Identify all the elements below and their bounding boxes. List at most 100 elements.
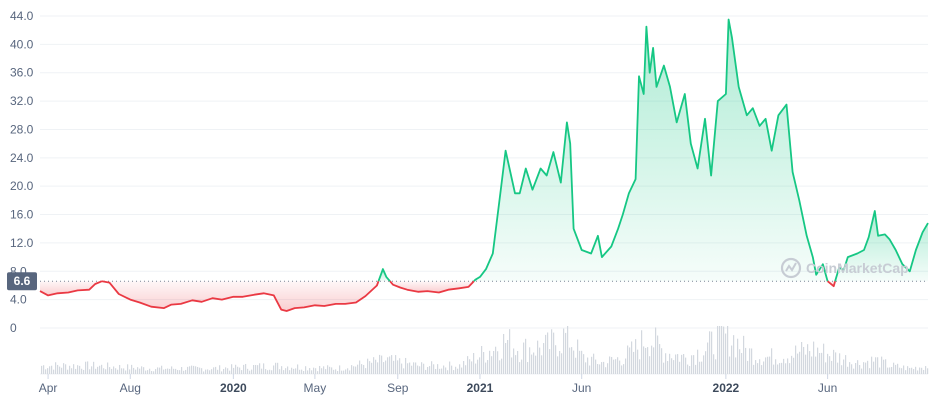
volume-bar xyxy=(847,366,849,374)
volume-bar xyxy=(375,359,377,374)
volume-bar xyxy=(659,344,661,374)
volume-bar xyxy=(663,362,665,374)
volume-bar xyxy=(211,369,213,374)
volume-bar xyxy=(479,357,481,374)
volume-bar xyxy=(637,349,639,374)
volume-bar xyxy=(457,368,459,374)
volume-bar xyxy=(197,366,199,374)
volume-bar xyxy=(365,368,367,374)
x-tick-label: Jun xyxy=(818,381,837,395)
volume-bar xyxy=(671,358,673,374)
volume-bar xyxy=(819,353,821,374)
volume-bar xyxy=(41,365,43,374)
volume-bar xyxy=(587,357,589,374)
volume-bar xyxy=(323,366,325,374)
volume-bar xyxy=(921,367,923,374)
volume-bar xyxy=(769,356,771,374)
volume-bar xyxy=(555,345,557,374)
volume-bar xyxy=(487,360,489,374)
y-tick-label: 28.0 xyxy=(10,122,34,136)
volume-bar xyxy=(455,366,457,374)
volume-bar xyxy=(481,346,483,374)
volume-bar xyxy=(863,362,865,374)
volume-bar xyxy=(853,368,855,374)
volume-bar xyxy=(111,368,113,374)
volume-bar xyxy=(311,370,313,374)
volume-bar xyxy=(97,366,99,374)
volume-bar xyxy=(789,363,791,374)
volume-bar xyxy=(181,367,183,374)
volume-bar xyxy=(697,349,699,374)
volume-bar xyxy=(771,348,773,374)
volume-bar xyxy=(273,365,275,374)
volume-bar xyxy=(437,364,439,374)
volume-bar xyxy=(203,371,205,374)
volume-bar xyxy=(609,356,611,374)
volume-bar xyxy=(441,368,443,374)
volume-bar xyxy=(731,345,733,374)
volume-bar xyxy=(799,351,801,374)
baseline-label: 6.6 xyxy=(14,274,31,288)
volume-bar xyxy=(729,356,731,374)
volume-bar xyxy=(377,362,379,374)
volume-bar xyxy=(787,358,789,374)
volume-bar xyxy=(745,347,747,374)
price-area xyxy=(40,19,928,311)
volume-bar xyxy=(869,368,871,374)
y-tick-label: 40.0 xyxy=(10,37,34,51)
baseline: 6.6 xyxy=(7,272,928,291)
volume-bar xyxy=(183,370,185,374)
volume-bar xyxy=(345,369,347,374)
y-tick-label: 32.0 xyxy=(10,94,34,108)
volume-bar xyxy=(719,326,721,374)
volume-bar xyxy=(825,362,827,374)
volume-bar xyxy=(791,355,793,374)
volume-bar xyxy=(737,338,739,374)
volume-bar xyxy=(851,364,853,374)
volume-bar xyxy=(803,346,805,374)
volume-bar xyxy=(781,362,783,374)
volume-bar xyxy=(355,366,357,374)
volume-bar xyxy=(557,356,559,374)
volume-bar xyxy=(749,348,751,374)
volume-bar xyxy=(335,369,337,374)
volume-bar xyxy=(603,361,605,374)
volume-bar xyxy=(163,369,165,374)
volume-bar xyxy=(683,354,685,374)
volume-bar xyxy=(293,368,295,374)
volume-bar xyxy=(527,362,529,374)
y-tick-label: 44.0 xyxy=(10,9,34,23)
volume-bar xyxy=(413,362,415,374)
volume-bar xyxy=(761,365,763,374)
volume-bar xyxy=(807,344,809,374)
volume-bar xyxy=(843,359,845,374)
volume-bar xyxy=(101,364,103,374)
volume-bar xyxy=(353,366,355,374)
volume-bar xyxy=(541,355,543,374)
volume-bar xyxy=(151,371,153,374)
volume-bar xyxy=(889,367,891,374)
volume-bar xyxy=(149,368,151,374)
volume-bar xyxy=(351,365,353,374)
x-tick-label: Apr xyxy=(39,381,58,395)
volume-bar xyxy=(645,347,647,374)
volume-bars xyxy=(41,326,929,374)
volume-bar xyxy=(341,370,343,374)
volume-bar xyxy=(569,347,571,374)
volume-bar xyxy=(395,355,397,374)
volume-bar xyxy=(259,363,261,374)
x-tick-label: Jun xyxy=(572,381,591,395)
volume-bar xyxy=(161,365,163,374)
volume-bar xyxy=(777,364,779,374)
volume-bar xyxy=(753,364,755,374)
volume-bar xyxy=(909,367,911,374)
volume-bar xyxy=(443,365,445,374)
volume-bar xyxy=(405,357,407,374)
volume-bar xyxy=(677,354,679,374)
volume-bar xyxy=(709,331,711,374)
volume-bar xyxy=(923,369,925,374)
volume-bar xyxy=(633,351,635,374)
volume-bar xyxy=(61,367,63,374)
volume-bar xyxy=(225,367,227,374)
volume-bar xyxy=(85,361,87,374)
